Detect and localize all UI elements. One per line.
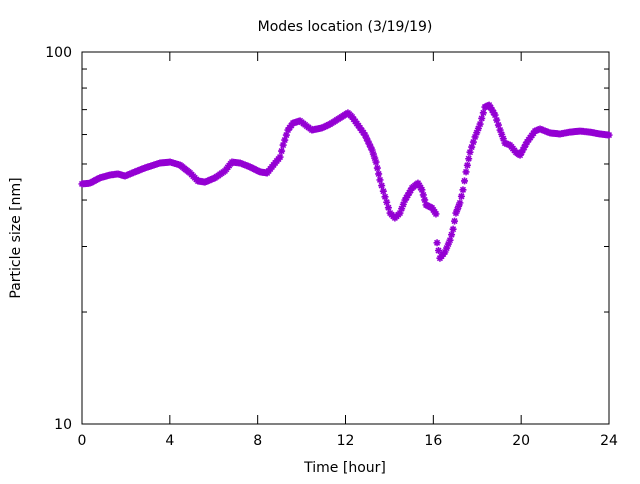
data-point	[452, 209, 460, 217]
x-tick-label: 12	[337, 433, 355, 449]
data-point	[434, 247, 442, 255]
data-point	[279, 141, 287, 149]
data-point	[471, 133, 479, 141]
data-point	[456, 199, 464, 207]
data-point	[499, 135, 507, 143]
data-point	[455, 202, 463, 210]
x-axis-label: Time [hour]	[303, 460, 386, 476]
data-point	[365, 140, 373, 148]
data-point	[522, 141, 530, 149]
data-point	[381, 193, 389, 201]
data-point	[478, 114, 486, 122]
data-points	[78, 101, 613, 262]
data-point	[476, 120, 484, 128]
data-point	[398, 205, 406, 213]
data-point	[463, 161, 471, 169]
data-point	[469, 138, 477, 146]
data-point	[465, 155, 473, 163]
data-point	[496, 126, 504, 134]
data-point	[364, 137, 372, 145]
axis-ticks	[81, 51, 610, 425]
data-point	[281, 136, 289, 144]
data-point	[373, 164, 381, 172]
data-point	[282, 131, 290, 139]
data-point	[378, 182, 386, 190]
x-tick-labels: 0 4 8 12 16 20 24	[78, 433, 618, 449]
data-point	[493, 116, 501, 124]
data-point	[396, 209, 404, 217]
data-point	[516, 151, 524, 159]
plot-border	[81, 51, 610, 425]
data-point	[446, 236, 454, 244]
data-point	[466, 148, 474, 156]
data-point	[433, 239, 441, 247]
data-point	[383, 198, 391, 206]
data-point	[520, 143, 528, 151]
data-point	[369, 150, 377, 158]
data-point	[441, 248, 449, 256]
x-tick-label: 16	[424, 433, 442, 449]
data-point	[468, 143, 476, 151]
data-point	[361, 131, 369, 139]
y-tick-label-10: 10	[54, 417, 72, 433]
data-point	[368, 146, 376, 154]
data-point	[473, 129, 481, 137]
x-tick-label: 20	[512, 433, 530, 449]
data-point	[432, 210, 440, 218]
data-point	[479, 109, 487, 117]
x-tick-label: 4	[165, 433, 174, 449]
data-point	[367, 143, 375, 151]
data-point	[276, 153, 284, 161]
data-point	[517, 149, 525, 157]
y-tick-label-100: 100	[45, 45, 72, 61]
x-tick-label: 8	[253, 433, 262, 449]
data-point	[443, 244, 451, 252]
data-point	[457, 192, 465, 200]
x-tick-label: 24	[600, 433, 618, 449]
y-axis-label: Particle size [nm]	[8, 177, 24, 298]
data-point	[362, 134, 370, 142]
data-point	[605, 131, 613, 139]
data-point	[448, 231, 456, 239]
data-point	[399, 200, 407, 208]
data-point	[444, 240, 452, 248]
data-point	[372, 158, 380, 166]
data-point	[419, 191, 427, 199]
data-point	[519, 146, 527, 154]
data-point	[474, 124, 482, 132]
data-point	[462, 168, 470, 176]
data-point	[453, 206, 461, 214]
data-point	[491, 111, 499, 119]
data-point	[494, 121, 502, 129]
data-point	[418, 186, 426, 194]
data-point	[371, 154, 379, 162]
data-point	[384, 204, 392, 212]
data-point	[459, 186, 467, 194]
data-point	[451, 217, 459, 225]
chart-title: Modes location (3/19/19)	[258, 19, 433, 35]
data-point	[375, 170, 383, 178]
data-point	[421, 196, 429, 204]
data-point	[376, 176, 384, 184]
data-point	[379, 187, 387, 195]
x-tick-label: 0	[78, 433, 87, 449]
data-point	[449, 225, 457, 233]
data-point	[498, 130, 506, 138]
data-point	[461, 177, 469, 185]
data-point	[278, 147, 286, 155]
